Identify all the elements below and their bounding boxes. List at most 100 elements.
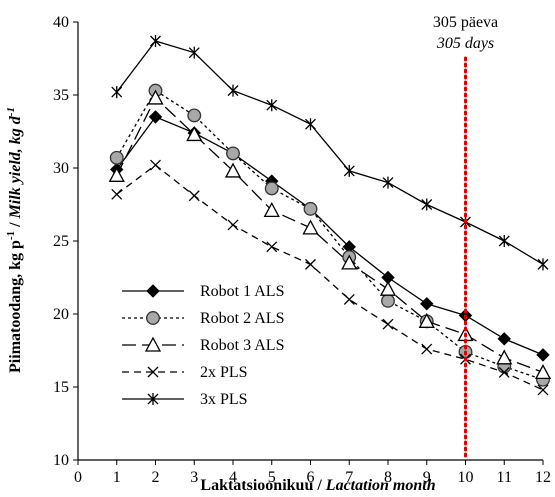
y-tick-label: 25 bbox=[53, 233, 69, 250]
diamond-marker bbox=[148, 110, 163, 124]
legend-label: 2x PLS bbox=[200, 364, 248, 381]
x-tick-label: 12 bbox=[535, 469, 551, 486]
data-point-circle bbox=[226, 146, 240, 161]
data-point-star bbox=[227, 84, 239, 97]
x-marker bbox=[227, 219, 239, 231]
x-axis-title: Laktatsioonikuu / Lactation month bbox=[200, 477, 435, 494]
x-tick-label: 9 bbox=[423, 469, 431, 486]
y-axis-title: Piimatoodang, kg p-1 / Milk yield, kg d-… bbox=[5, 107, 24, 373]
data-point-triangle bbox=[144, 336, 162, 352]
data-point-star bbox=[537, 258, 549, 271]
data-point-triangle bbox=[418, 312, 435, 328]
data-point-circle bbox=[146, 311, 160, 325]
star-marker bbox=[147, 393, 159, 405]
data-point-circle bbox=[303, 201, 318, 216]
data-point-diamond bbox=[497, 332, 511, 346]
data-point-circle bbox=[381, 293, 395, 308]
data-point-star bbox=[421, 198, 433, 211]
y-tick-label: 30 bbox=[53, 160, 69, 177]
triangle-marker bbox=[263, 201, 280, 217]
data-point-star bbox=[382, 176, 394, 189]
data-point-star bbox=[147, 393, 159, 405]
star-marker bbox=[227, 84, 239, 97]
star-marker bbox=[498, 235, 510, 247]
star-marker bbox=[150, 34, 161, 47]
series-line bbox=[116, 116, 544, 356]
legend-entry: Robot 2 ALS bbox=[122, 310, 284, 327]
x-axis-title-italic: Lactation month bbox=[325, 477, 436, 494]
x-marker bbox=[421, 343, 433, 355]
data-point-x bbox=[227, 219, 239, 231]
x-marker bbox=[343, 293, 355, 305]
triangle-marker bbox=[186, 126, 203, 142]
x-tick-label: 10 bbox=[458, 469, 474, 486]
legend-label: Robot 1 ALS bbox=[200, 283, 284, 300]
data-point-x bbox=[498, 366, 510, 378]
data-point-star bbox=[266, 99, 278, 112]
x-marker bbox=[188, 190, 200, 202]
data-point-star bbox=[343, 164, 355, 177]
data-point-diamond bbox=[146, 284, 160, 298]
circle-marker bbox=[381, 293, 395, 308]
data-point-x bbox=[150, 159, 161, 171]
x-tick-label: 1 bbox=[113, 469, 121, 486]
legend-label: Robot 3 ALS bbox=[200, 337, 284, 354]
circle-marker bbox=[187, 108, 202, 123]
data-point-star bbox=[111, 86, 123, 99]
triangle-marker bbox=[534, 364, 552, 380]
y-axis-title-italic: Milk yield, kg d bbox=[7, 115, 24, 219]
star-marker bbox=[305, 118, 316, 131]
data-point-diamond bbox=[420, 297, 434, 311]
data-point-x bbox=[382, 318, 394, 330]
data-point-x bbox=[305, 258, 316, 270]
legend: Robot 1 ALS Robot 2 ALS Robot 3 ALS 2x PLS 3… bbox=[122, 283, 284, 408]
diamond-marker bbox=[146, 284, 160, 298]
y-axis-title-sup2: -1 bbox=[5, 107, 17, 116]
data-point-triangle bbox=[186, 126, 203, 142]
data-point-triangle bbox=[224, 162, 242, 178]
annotation-305-days: 305 days bbox=[436, 35, 494, 52]
data-point-triangle bbox=[147, 89, 164, 105]
x-tick-label: 6 bbox=[307, 469, 315, 486]
triangle-marker bbox=[379, 280, 397, 296]
y-axis-title-sep: / bbox=[7, 218, 24, 230]
triangle-marker bbox=[418, 312, 435, 328]
series-layer bbox=[108, 34, 552, 396]
data-point-star bbox=[498, 235, 510, 247]
x-axis-title-main: Laktatsioonikuu / bbox=[200, 477, 325, 494]
data-point-circle bbox=[109, 150, 124, 165]
data-point-star bbox=[150, 34, 161, 47]
series-2x-pls bbox=[111, 159, 549, 396]
x-marker bbox=[147, 366, 159, 378]
triangle-marker bbox=[144, 336, 162, 352]
diamond-marker bbox=[536, 348, 550, 362]
data-point-x bbox=[266, 241, 278, 253]
data-point-x bbox=[147, 366, 159, 378]
diamond-marker bbox=[420, 297, 434, 311]
x-marker bbox=[111, 188, 123, 200]
circle-marker bbox=[109, 150, 124, 165]
annotation-layer: 305 päeva 305 days bbox=[433, 14, 498, 462]
series-line bbox=[116, 164, 544, 391]
circle-marker bbox=[303, 201, 318, 216]
data-point-triangle bbox=[341, 254, 358, 270]
y-axis-title-main: Piimatoodang, kg p bbox=[7, 240, 24, 373]
data-point-triangle bbox=[534, 364, 552, 380]
data-point-star bbox=[305, 118, 316, 131]
series-line bbox=[116, 40, 544, 265]
triangle-marker bbox=[341, 254, 358, 270]
x-tick-label: 4 bbox=[229, 469, 237, 486]
data-point-star bbox=[188, 46, 200, 59]
x-marker bbox=[382, 318, 394, 330]
y-tick-label: 20 bbox=[53, 306, 69, 323]
x-tick-label: 3 bbox=[190, 469, 198, 486]
legend-entry: 3x PLS bbox=[122, 391, 248, 408]
y-tick-label: 40 bbox=[53, 14, 69, 31]
series-robot-3-als bbox=[108, 89, 552, 380]
circle-marker bbox=[264, 181, 279, 196]
triangle-marker bbox=[496, 349, 513, 365]
series-3x-pls bbox=[111, 34, 549, 271]
data-point-x bbox=[111, 188, 123, 200]
